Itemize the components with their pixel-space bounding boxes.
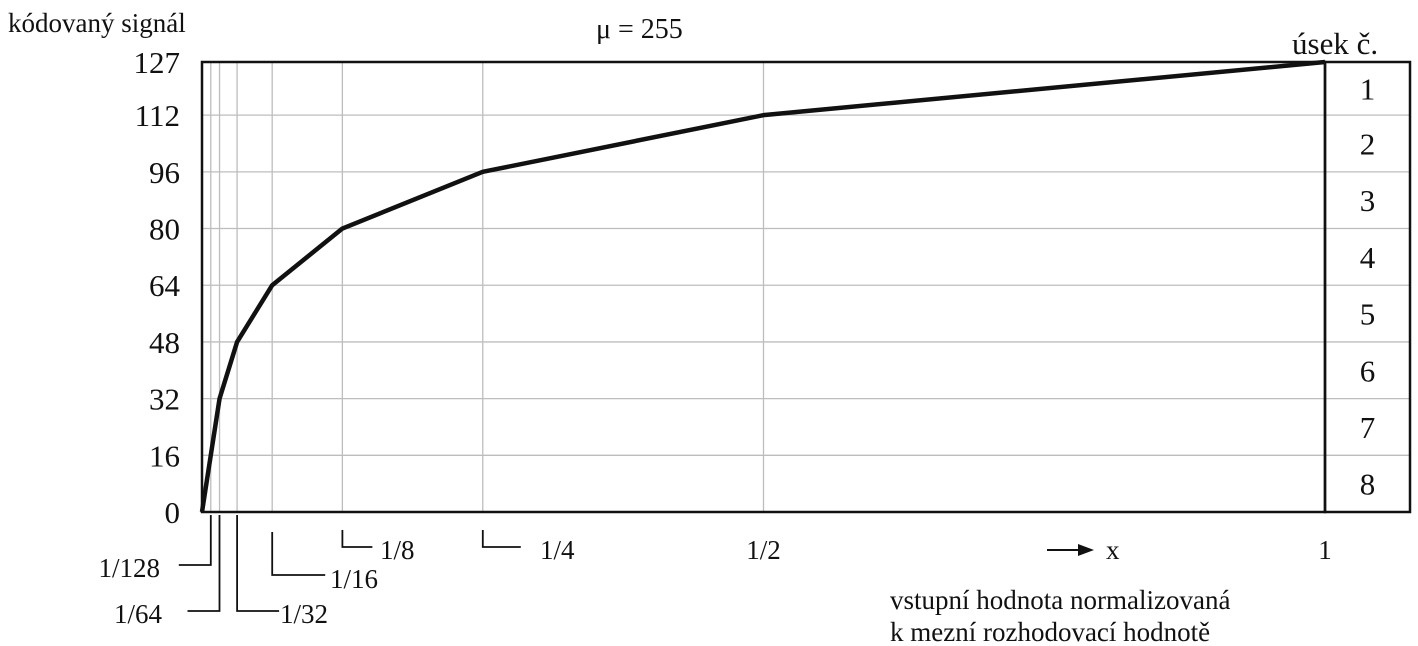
segment-label-6: 6 <box>1360 353 1376 388</box>
y-tick-label-64: 64 <box>149 268 181 303</box>
x-tick-label-4: 1/8 <box>380 535 415 565</box>
y-tick-labels: 0 16 32 48 64 80 96 112 127 <box>134 45 181 530</box>
x-arrow-head <box>1078 544 1094 556</box>
y-axis-label: kódovaný signál <box>8 8 186 38</box>
x-tick-label-6: 1/2 <box>746 535 781 565</box>
x-tick-leader-5 <box>481 530 521 548</box>
x-tick-leader-2 <box>236 515 280 612</box>
grid <box>202 62 1410 512</box>
x-axis-label-line1: vstupní hodnota normalizovaná <box>890 585 1230 615</box>
segment-label-3: 3 <box>1360 183 1376 218</box>
chart-title: μ = 255 <box>596 14 683 45</box>
segment-label-7: 7 <box>1360 410 1376 445</box>
y-tick-label-32: 32 <box>149 382 180 417</box>
y-tick-label-16: 16 <box>149 438 180 473</box>
x-tick-leader-3 <box>271 532 326 576</box>
x-tick-label-3: 1/16 <box>330 564 378 594</box>
x-tick-label-0: 1/128 <box>98 553 160 583</box>
y-tick-label-80: 80 <box>149 212 180 247</box>
ticks <box>178 515 521 612</box>
segment-label-1: 1 <box>1360 72 1376 107</box>
segment-label-2: 2 <box>1360 126 1376 161</box>
companding-curve <box>199 59 1326 513</box>
x-tick-label-7: 1 <box>1318 535 1332 565</box>
x-tick-label-1: 1/64 <box>114 599 163 629</box>
segment-label-4: 4 <box>1360 240 1376 275</box>
segment-label-8: 8 <box>1360 467 1376 502</box>
segment-column-frame <box>1323 60 1412 514</box>
y-tick-label-112: 112 <box>135 98 180 133</box>
y-tick-label-127: 127 <box>134 45 181 80</box>
segment-label-5: 5 <box>1360 297 1376 332</box>
y-tick-label-96: 96 <box>149 155 180 190</box>
segment-header: úsek č. <box>1292 26 1378 61</box>
x-tick-leader-0 <box>178 515 212 566</box>
x-arrow-label: x <box>1106 535 1120 565</box>
x-tick-label-5: 1/4 <box>540 535 575 565</box>
x-tick-labels: 1/128 1/64 1/321/161/8 1/4 1/2 1 <box>98 535 1331 629</box>
segment-labels: 1 2 3 4 5 6 7 8 <box>1360 72 1376 502</box>
x-tick-leader-4 <box>341 530 373 548</box>
y-tick-label-0: 0 <box>165 495 181 530</box>
y-tick-label-48: 48 <box>149 325 180 360</box>
x-tick-leader-1 <box>187 515 221 612</box>
x-tick-label-2: 1/32 <box>280 599 328 629</box>
x-axis-label-line2: k mezní rozhodovací hodnotě <box>890 617 1210 646</box>
